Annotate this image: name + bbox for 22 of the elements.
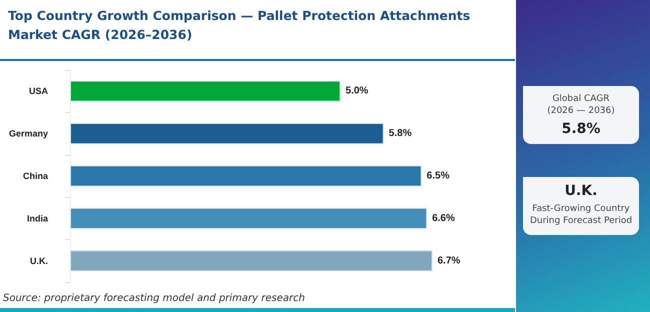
data-label: 6.5% bbox=[426, 170, 450, 182]
y-tick-label: USA bbox=[28, 86, 48, 96]
bar bbox=[70, 123, 384, 144]
data-label: 5.8% bbox=[388, 128, 412, 140]
text: Global CAGR bbox=[551, 93, 611, 105]
text: (2026 — 2036) bbox=[546, 105, 616, 117]
bar bbox=[70, 165, 422, 187]
y-tick-label: India bbox=[26, 213, 49, 224]
bar bbox=[70, 208, 428, 229]
chart-title: Top Country Growth Comparison — Pallet Protection Attachments Market CAGR (2026–2036) bbox=[8, 7, 472, 44]
source-note: Source: proprietary forecasting model and primary research bbox=[3, 293, 305, 304]
data-label: 6.7% bbox=[438, 255, 460, 266]
text: Fast-Growing Country During Forecast Period bbox=[528, 203, 634, 227]
y-tick-label: China bbox=[22, 171, 49, 181]
y-tick-label: U.K. bbox=[30, 256, 48, 266]
text: U.K. bbox=[564, 183, 598, 199]
bar bbox=[70, 250, 432, 272]
data-label: 6.6% bbox=[432, 212, 455, 224]
bar bbox=[70, 80, 341, 102]
data-label: 5.0% bbox=[346, 86, 368, 97]
text: 5.8% bbox=[560, 121, 602, 137]
y-tick-label: Germany bbox=[8, 128, 48, 139]
